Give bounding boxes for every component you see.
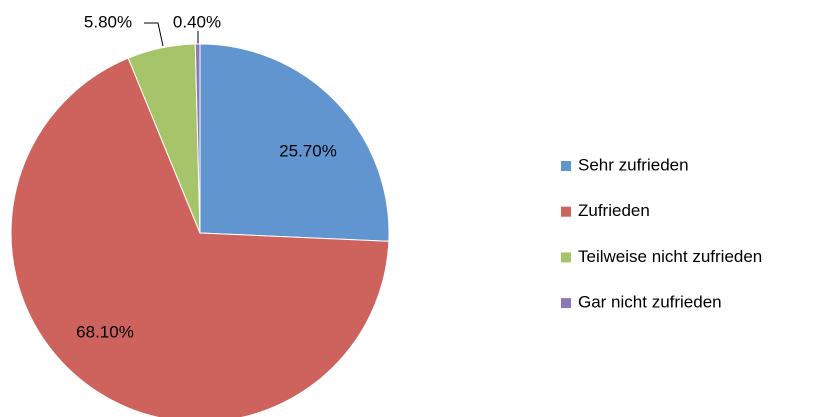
leader-line: [144, 22, 164, 47]
legend-label: Sehr zufrieden: [578, 155, 689, 174]
data-label: 25.70%: [279, 141, 337, 160]
legend-label: Teilweise nicht zufrieden: [578, 247, 762, 266]
data-label: 68.10%: [76, 322, 134, 341]
pie-slice: [194, 43, 201, 234]
legend-swatch: [561, 206, 571, 217]
legend-swatch: [561, 161, 571, 171]
legend-swatch: [561, 252, 571, 263]
legend-swatch: [561, 298, 571, 309]
data-label: 5.80%: [84, 12, 132, 31]
data-label: 0.40%: [173, 12, 221, 31]
legend-label: Zufrieden: [578, 201, 650, 220]
legend-label: Gar nicht zufrieden: [578, 293, 722, 312]
pie-slice: [10, 57, 390, 417]
pie-slice: [199, 43, 390, 242]
